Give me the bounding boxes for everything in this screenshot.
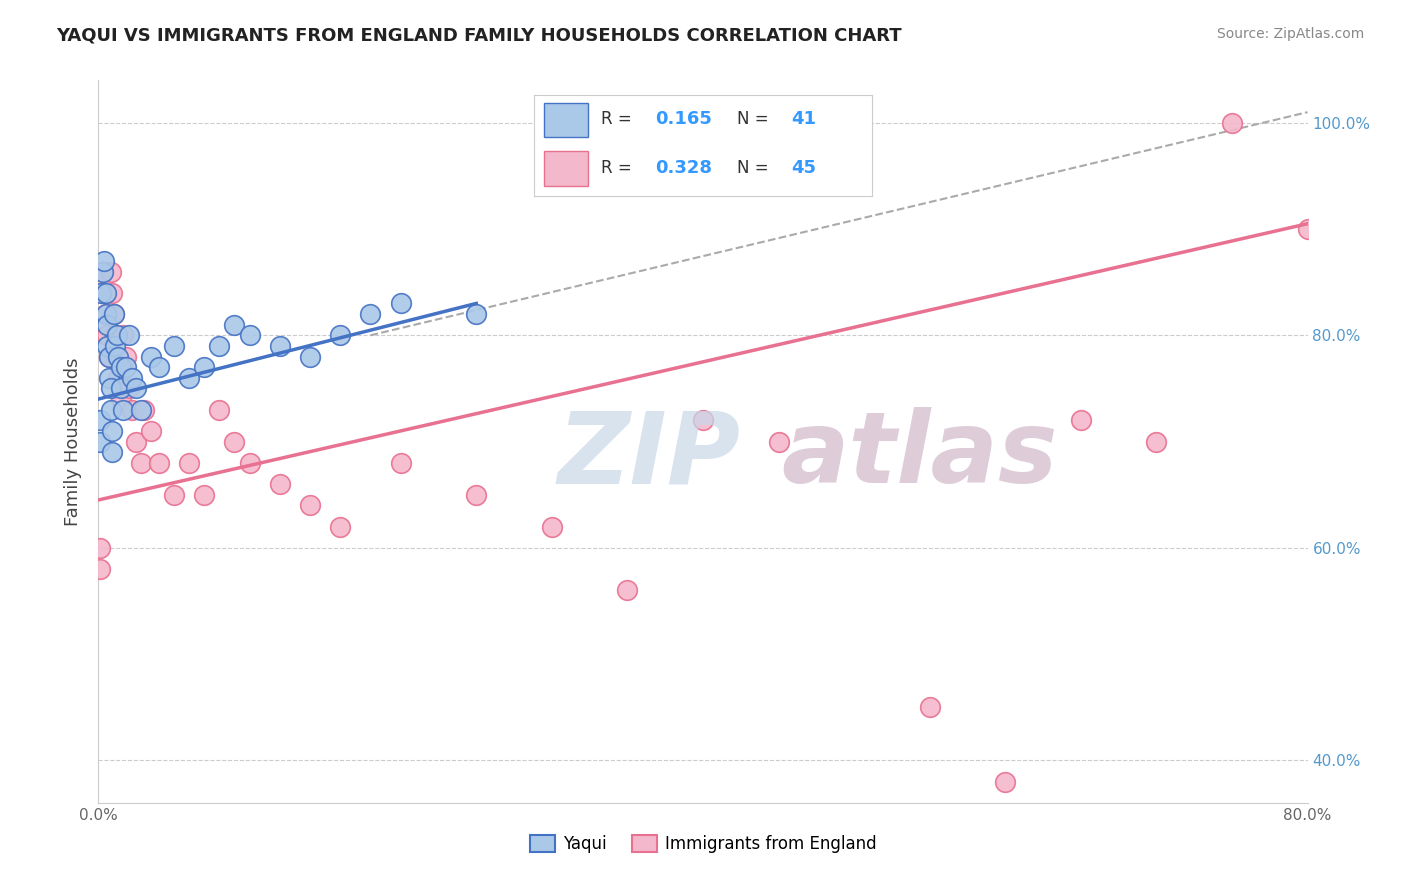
Point [105,328,128,343]
Text: Source: ZipAtlas.com: Source: ZipAtlas.com [1216,27,1364,41]
Point [239,456,262,470]
Point [100,264,122,278]
Text: ZIP: ZIP [558,408,741,505]
Point [114,360,136,375]
Point [269,477,291,491]
Point [148,360,170,375]
Point [96,328,118,343]
Point [98,371,121,385]
Point [101,445,124,459]
Point [163,339,186,353]
Point [110,360,132,375]
Point [193,360,215,375]
Point [118,381,141,395]
Point [110,392,132,406]
Point [110,381,132,395]
Point [465,307,488,321]
Point [98,350,121,364]
Point [692,413,714,427]
Point [132,402,155,417]
Point [121,371,143,385]
Point [121,402,143,417]
Point [89,562,111,576]
Point [104,339,127,353]
Point [129,456,152,470]
Y-axis label: Family Households: Family Households [65,358,83,525]
Point [103,307,125,321]
Point [100,402,122,417]
Point [104,328,127,343]
Point [329,328,352,343]
Point [93,285,115,300]
Point [1220,116,1243,130]
Point [101,285,124,300]
Point [540,519,562,533]
Point [93,254,115,268]
Point [389,296,412,310]
Point [1296,222,1319,236]
Point [224,434,246,449]
Point [163,488,186,502]
Point [96,339,118,353]
Point [101,424,124,438]
Point [94,307,117,321]
Point [616,583,638,598]
Point [107,350,129,364]
Point [360,307,382,321]
Point [111,402,134,417]
Point [100,381,122,395]
Point [179,456,201,470]
Point [329,519,352,533]
Point [141,424,163,438]
Point [125,381,148,395]
Text: YAQUI VS IMMIGRANTS FROM ENGLAND FAMILY HOUSEHOLDS CORRELATION CHART: YAQUI VS IMMIGRANTS FROM ENGLAND FAMILY … [56,27,901,45]
Point [94,307,117,321]
Point [114,350,136,364]
Point [89,541,111,555]
Point [299,350,322,364]
Point [208,402,231,417]
Point [125,434,148,449]
Point [239,328,262,343]
Point [994,774,1017,789]
Point [107,371,129,385]
Point [148,456,170,470]
Point [768,434,790,449]
Point [1070,413,1092,427]
Point [91,264,114,278]
Point [94,285,117,300]
Point [141,350,163,364]
Point [129,402,152,417]
Point [918,700,941,714]
Point [98,350,121,364]
Point [1144,434,1167,449]
Point [193,488,215,502]
Point [179,371,201,385]
Legend: Yaqui, Immigrants from England: Yaqui, Immigrants from England [523,828,883,860]
Text: atlas: atlas [782,408,1059,505]
Point [224,318,246,332]
Point [299,498,322,512]
Point [269,339,291,353]
Point [389,456,412,470]
Point [103,307,125,321]
Point [89,434,111,449]
Point [90,285,112,300]
Point [90,285,112,300]
Point [96,318,118,332]
Point [89,413,111,427]
Point [118,328,141,343]
Point [91,264,114,278]
Point [465,488,488,502]
Point [105,350,128,364]
Point [111,328,134,343]
Point [208,339,231,353]
